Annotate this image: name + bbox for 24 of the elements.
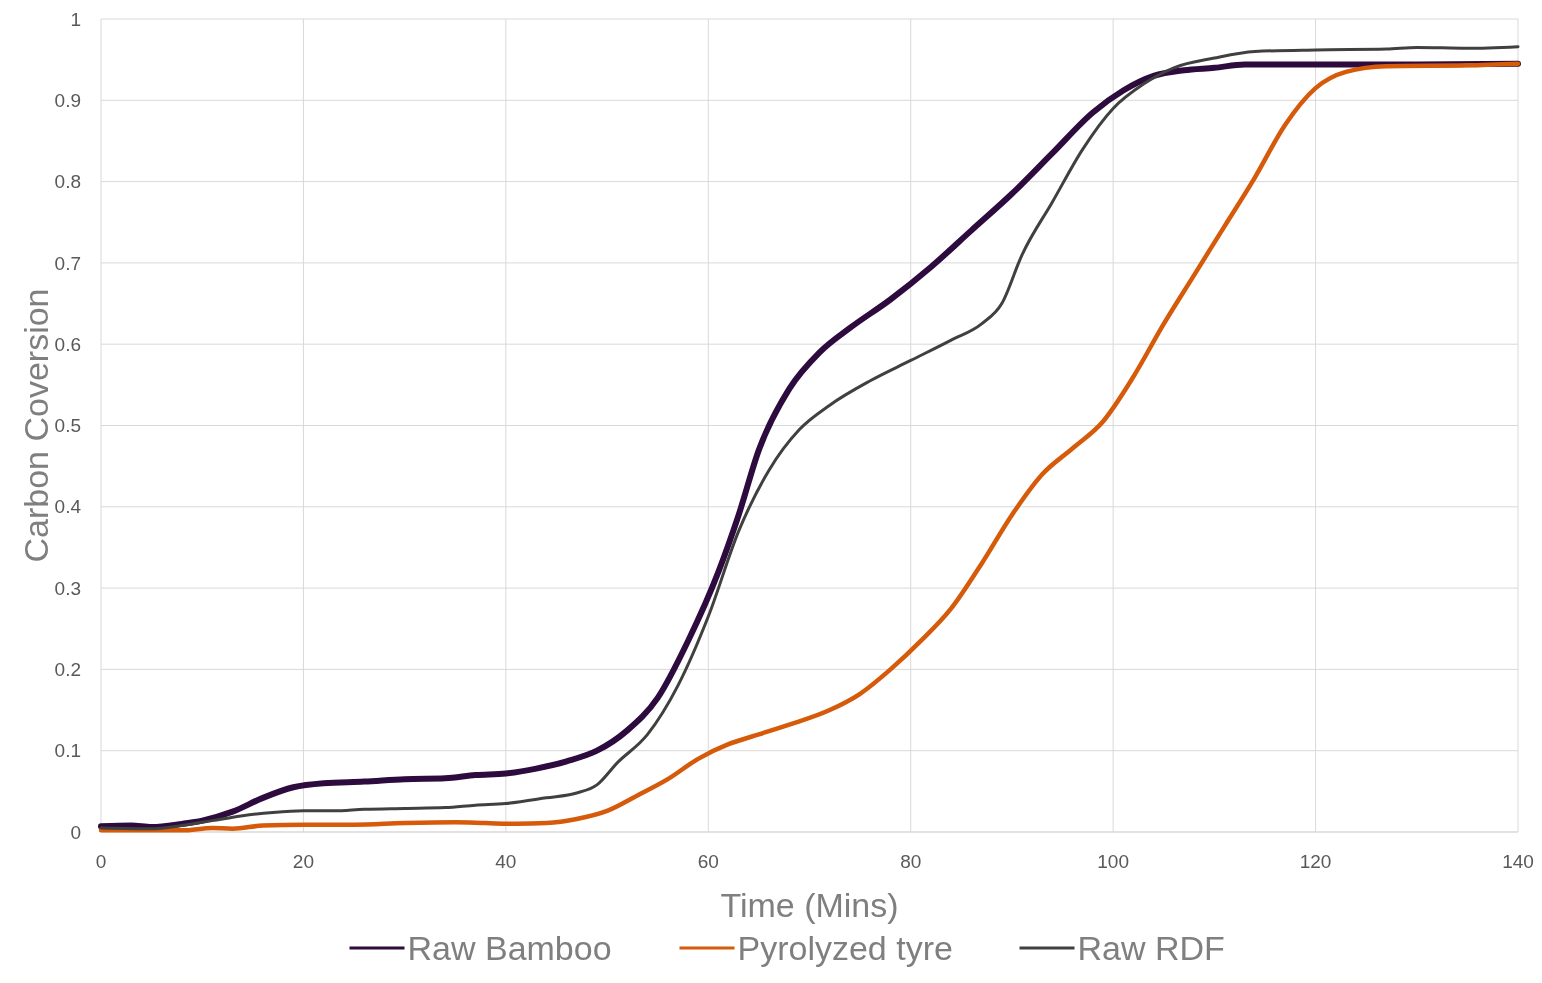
y-tick-label: 0.5 [54,415,81,437]
legend-label: Raw Bamboo [407,929,612,967]
x-tick-label: 0 [95,851,107,872]
y-tick-label: 0.7 [54,252,81,274]
y-tick-label: 0.4 [54,496,82,518]
y-axis-title: Carbon Coversion [16,288,55,563]
y-tick-label: 0.9 [54,89,81,111]
x-tick-label: 20 [292,851,314,872]
x-tick-label: 80 [900,851,922,872]
y-tick-label: 0.3 [54,577,81,599]
x-axis-title: Time (Mins) [720,886,899,924]
y-tick-label: 0 [70,821,81,843]
legend-label: Raw RDF [1077,929,1225,967]
x-tick-label: 140 [1502,851,1534,872]
y-tick-label: 0.8 [54,171,81,193]
y-tick-label: 0.2 [54,659,81,681]
x-tick-label: 120 [1299,851,1332,872]
legend-label: Pyrolyzed tyre [737,929,953,967]
y-tick-label: 0.6 [54,333,81,355]
y-tick-label: 0.1 [54,740,81,762]
x-tick-label: 40 [495,851,517,872]
y-tick-label: 1 [70,8,81,30]
x-tick-label: 100 [1097,851,1129,872]
x-tick-label: 60 [697,851,719,872]
